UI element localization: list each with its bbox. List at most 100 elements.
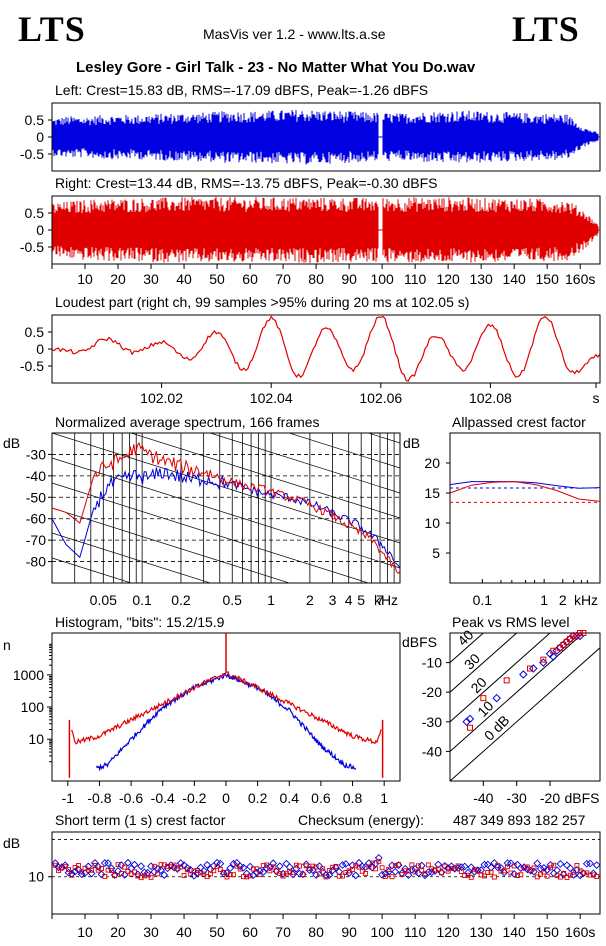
- short-term-crest-point-left: [190, 871, 198, 880]
- short-term-crest-point-right: [415, 863, 421, 869]
- loudest-part-xtick-label: 102.04: [250, 390, 293, 406]
- short-term-crest-point-right: [392, 863, 398, 868]
- short-term-crest-point-right: [165, 863, 170, 869]
- short-term-crest-point-right: [227, 872, 233, 877]
- short-term-crest-point-right: [122, 864, 128, 870]
- short-term-crest-point-left: [391, 867, 400, 876]
- short-term-crest-point-right: [277, 871, 283, 876]
- histogram-xtick-label: 1: [380, 790, 388, 806]
- allpassed-crest-ytick-label: 20: [424, 455, 440, 471]
- short-term-crest-point-right: [184, 867, 190, 873]
- short-term-crest-point-right: [373, 866, 378, 872]
- short-term-crest-point-right: [174, 865, 180, 871]
- peak-vs-rms-point-right: [570, 632, 577, 639]
- short-term-crest-point-right: [472, 867, 478, 873]
- histogram-xtick-label: 0.8: [343, 790, 363, 806]
- short-term-crest-point-right: [382, 874, 388, 879]
- short-term-crest-point-left: [153, 865, 162, 873]
- peak-vs-rms-point-left: [565, 634, 575, 644]
- short-term-crest-xtick-label: 70: [275, 924, 291, 940]
- right-waveform-xtick-label: 50: [209, 271, 225, 287]
- short-term-crest-xtick-label: 160s: [565, 924, 595, 940]
- short-term-crest-xtick-label: 40: [176, 924, 192, 940]
- short-term-crest-point-right: [221, 869, 227, 875]
- left-waveform-ytick-label: 0: [36, 129, 44, 145]
- loudest-part-ytick-label: -0.5: [20, 358, 44, 374]
- avg-spectrum-slope-line: [52, 557, 133, 583]
- histogram-series-right: [71, 671, 382, 745]
- peak-vs-rms-point-right: [540, 656, 547, 663]
- short-term-crest-title: Short term (1 s) crest factor: [55, 812, 226, 828]
- peak-vs-rms-point-right: [480, 695, 487, 702]
- short-term-crest-point-left: [351, 871, 360, 880]
- short-term-crest-point-right: [290, 869, 296, 875]
- short-term-crest-point-left: [477, 866, 486, 874]
- peak-vs-rms-point-left: [559, 640, 568, 650]
- short-term-crest-point-right: [336, 873, 342, 879]
- histogram-ytick-label: 1000: [13, 667, 44, 683]
- short-term-crest-ytick-label: 10: [28, 869, 44, 885]
- loudest-part-ytick-label: 0.5: [25, 324, 45, 340]
- short-term-crest-point-right: [478, 872, 484, 878]
- short-term-crest-point-left: [404, 871, 413, 880]
- peak-vs-rms-point-left: [492, 693, 501, 703]
- short-term-crest-point-right: [439, 870, 444, 876]
- short-term-crest-xtick-label: 50: [209, 924, 225, 940]
- short-term-crest-point-left: [460, 862, 469, 871]
- allpassed-crest-xtick-label: 1: [540, 592, 548, 608]
- short-term-crest-point-right: [62, 864, 68, 870]
- right-waveform-xtick-label: 160s: [565, 271, 595, 287]
- short-term-crest-point-right: [224, 874, 230, 880]
- histogram-xtick-label: 0.6: [311, 790, 331, 806]
- short-term-crest-xtick-label: 60: [242, 924, 258, 940]
- peak-vs-rms-diag-line: [450, 633, 485, 664]
- avg-spectrum-slope-line: [288, 433, 400, 469]
- short-term-crest-point-left: [124, 858, 132, 867]
- short-term-crest-point-left: [592, 861, 601, 869]
- short-term-crest-point-right: [204, 874, 210, 880]
- histogram-xtick-label: -0.8: [87, 790, 111, 806]
- short-term-crest-point-right: [214, 863, 220, 869]
- short-term-crest-point-left: [553, 866, 561, 875]
- histogram-xtick-label: 0.4: [280, 790, 300, 806]
- short-term-crest-point-right: [141, 873, 147, 879]
- short-term-crest-point-right: [482, 873, 487, 879]
- short-term-crest-point-right: [594, 874, 600, 879]
- peak-vs-rms-point-right: [577, 630, 583, 636]
- short-term-crest-point-right: [274, 868, 279, 874]
- short-term-crest-point-right: [458, 869, 464, 874]
- short-term-crest-point-right: [267, 868, 273, 874]
- short-term-crest-point-right: [396, 862, 402, 868]
- short-term-crest-point-right: [412, 869, 418, 875]
- right-waveform-title: Right: Crest=13.44 dB, RMS=-13.75 dBFS, …: [55, 175, 437, 191]
- avg-spectrum-slope-line: [52, 507, 291, 583]
- peak-vs-rms-point-left: [555, 643, 565, 653]
- avg-spectrum-slope-line: [209, 433, 400, 494]
- short-term-crest-xtick-label: 20: [110, 924, 126, 940]
- short-term-crest-point-right: [300, 871, 306, 877]
- short-term-crest-point-right: [333, 863, 339, 869]
- short-term-crest-point-right: [419, 867, 425, 873]
- short-term-crest-point-right: [102, 873, 108, 879]
- loudest-part-ytick-label: 0: [36, 341, 44, 357]
- peak-vs-rms-point-left: [529, 664, 538, 673]
- short-term-crest-point-right: [287, 868, 293, 874]
- allpassed-crest-title: Allpassed crest factor: [452, 414, 586, 430]
- short-term-crest-xtick-label: 140: [502, 924, 526, 940]
- short-term-crest-point-right: [534, 874, 540, 880]
- short-term-crest-point-left: [275, 862, 284, 871]
- short-term-crest-point-left: [226, 864, 235, 873]
- loudest-part-signal: [51, 315, 601, 382]
- peak-vs-rms-point-left: [519, 670, 528, 679]
- right-waveform-xtick-label: 110: [404, 271, 427, 287]
- peak-vs-rms-point-right: [503, 677, 510, 684]
- short-term-crest-point-right: [89, 867, 95, 873]
- avg-spectrum-slope-line: [52, 433, 400, 544]
- histogram-ytick-label: 10: [28, 731, 44, 747]
- short-term-crest-point-left: [556, 859, 565, 868]
- allpassed-crest-ytick-label: 5: [432, 545, 440, 561]
- short-term-crest-point-right: [409, 862, 415, 868]
- peak-vs-rms-diag-line: [450, 647, 600, 781]
- short-term-crest-xtick-label: 130: [469, 924, 493, 940]
- right-waveform-xtick-label: 130: [469, 271, 493, 287]
